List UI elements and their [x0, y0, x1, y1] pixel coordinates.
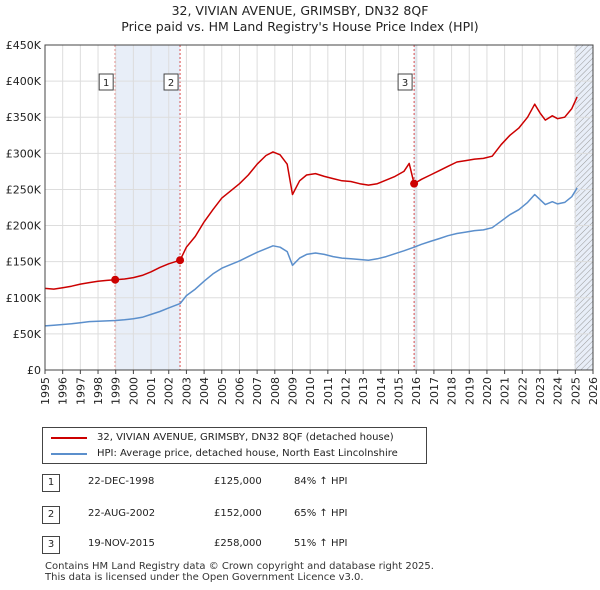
x-tick-label: 2009	[286, 377, 299, 405]
x-tick-label: 2005	[216, 377, 229, 405]
sale-point	[111, 275, 120, 284]
chart-title: 32, VIVIAN AVENUE, GRIMSBY, DN32 8QF	[171, 3, 429, 18]
x-tick-label: 2014	[375, 377, 388, 405]
y-tick-label: £450K	[6, 39, 42, 52]
sale-point	[410, 179, 419, 188]
hpi-line	[45, 187, 578, 327]
legend-label-hpi: HPI: Average price, detached house, Nort…	[97, 448, 398, 459]
x-tick-label: 2020	[481, 377, 494, 405]
x-tick-label: 2015	[393, 377, 406, 405]
y-tick-label: £150K	[6, 256, 42, 269]
x-tick-label: 2017	[428, 377, 441, 405]
forecast-hatch	[574, 45, 593, 370]
x-tick-label: 2022	[516, 377, 529, 405]
x-tick-label: 2026	[587, 377, 600, 405]
sale-hpi-change: 65% ↑ HPI	[294, 508, 348, 519]
x-tick-label: 2004	[198, 377, 211, 405]
sale-price: £125,000	[214, 476, 262, 487]
x-tick-label: 2023	[534, 377, 547, 405]
property-price-line	[45, 96, 578, 290]
x-tick-label: 2016	[410, 377, 423, 405]
sale-date: 19-NOV-2015	[88, 538, 155, 549]
sale-price: £258,000	[214, 538, 262, 549]
x-tick-label: 2010	[304, 377, 317, 405]
legend: 32, VIVIAN AVENUE, GRIMSBY, DN32 8QF (de…	[42, 427, 427, 464]
x-tick-label: 2003	[180, 377, 193, 405]
x-tick-label: 2024	[552, 377, 565, 405]
x-tick-label: 2001	[145, 377, 158, 405]
y-tick-label: £350K	[6, 111, 42, 124]
x-tick-label: 2002	[163, 377, 176, 405]
price-chart: £0 £50K £100K £150K £200K £250K £300K £350K £400…	[6, 39, 600, 405]
legend-label-property: 32, VIVIAN AVENUE, GRIMSBY, DN32 8QF (de…	[97, 432, 394, 443]
x-tick-label: 2000	[127, 377, 140, 405]
x-tick-label: 2008	[269, 377, 282, 405]
sale-price: £152,000	[214, 508, 262, 519]
x-tick-label: 2018	[446, 377, 459, 405]
x-tick-label: 2021	[499, 377, 512, 405]
shaded-period	[115, 45, 181, 370]
sale-number-badge: 3	[42, 536, 60, 554]
sale-point	[176, 256, 185, 265]
x-tick-label: 2011	[322, 377, 335, 405]
legend-swatch-property	[51, 437, 87, 439]
sale-date: 22-AUG-2002	[88, 508, 156, 519]
sale-label-number: 3	[402, 78, 408, 89]
x-tick-label: 1996	[57, 377, 70, 405]
plot-frame	[44, 44, 594, 371]
y-tick-label: £400K	[6, 75, 42, 88]
x-tick-label: 1997	[74, 377, 87, 405]
x-tick-label: 2012	[340, 377, 353, 405]
sale-label-box	[397, 73, 413, 91]
x-tick-label: 2025	[569, 377, 582, 405]
sale-hpi-change: 84% ↑ HPI	[294, 476, 348, 487]
sale-number-badge: 1	[42, 474, 60, 492]
y-tick-label: £0	[27, 364, 41, 377]
footer-note: Contains HM Land Registry data © Crown c…	[45, 561, 434, 583]
legend-swatch-hpi	[51, 453, 87, 455]
sale-number-badge: 2	[42, 506, 60, 524]
y-tick-label: £50K	[13, 328, 42, 341]
y-tick-label: £100K	[6, 292, 42, 305]
x-tick-label: 1995	[39, 377, 52, 405]
sale-date: 22-DEC-1998	[88, 476, 155, 487]
y-tick-label: £250K	[6, 183, 42, 196]
sale-label-box	[163, 73, 179, 91]
x-tick-label: 1999	[110, 377, 123, 405]
y-tick-label: £300K	[6, 147, 42, 160]
x-tick-label: 1998	[92, 377, 105, 405]
x-tick-label: 2019	[463, 377, 476, 405]
y-tick-label: £200K	[6, 220, 42, 233]
sale-label-number: 1	[103, 78, 109, 89]
sale-label-number: 2	[168, 78, 174, 89]
x-tick-label: 2007	[251, 377, 264, 405]
sale-hpi-change: 51% ↑ HPI	[294, 538, 348, 549]
x-tick-label: 2006	[233, 377, 246, 405]
sale-label-box	[98, 73, 114, 91]
chart-subtitle: Price paid vs. HM Land Registry's House …	[121, 19, 479, 34]
x-tick-label: 2013	[357, 377, 370, 405]
